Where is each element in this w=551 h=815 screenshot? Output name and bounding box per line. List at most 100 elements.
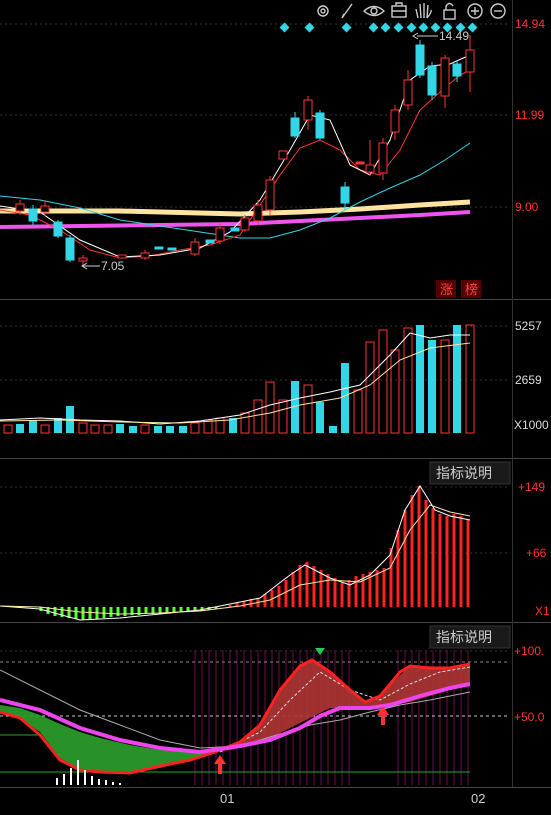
volume-bar (129, 426, 137, 433)
volume-bar (465, 324, 475, 434)
volume-bar (416, 325, 424, 433)
ma-30-line (0, 142, 471, 239)
candle (240, 217, 250, 231)
candle (140, 252, 150, 259)
volume-bar (378, 329, 388, 434)
kdj-white-bars (56, 760, 121, 785)
kdj-d-line (0, 682, 471, 755)
candle (452, 63, 462, 77)
candle (440, 57, 450, 97)
macd-histogram (39, 486, 470, 620)
price-axis-label-top: 14.94 (515, 17, 545, 31)
candle (78, 257, 88, 262)
candle (315, 112, 325, 139)
volume-bar (440, 339, 450, 434)
low-price-label: 7.05 (101, 259, 125, 273)
buy-signal-arrow (377, 706, 389, 725)
macd-axis-label-top: +149 (518, 480, 545, 494)
candle (65, 237, 75, 261)
volume-bar (78, 422, 88, 434)
volume-bar (90, 424, 100, 434)
candle (340, 186, 350, 204)
buy-signal-arrow (214, 755, 226, 774)
candle (365, 164, 375, 173)
badge-bang-bg[interactable] (461, 280, 481, 298)
volume-bar (54, 418, 62, 433)
volume-bar (253, 399, 263, 434)
hand-icon[interactable] (415, 3, 432, 19)
briefcase-icon[interactable] (391, 2, 407, 18)
kdj-indicator-button-bg[interactable] (429, 625, 511, 649)
volume-bar (16, 424, 24, 433)
volume-axis-label-unit: X1000 (514, 418, 549, 432)
gear-icon[interactable] (317, 5, 329, 17)
macd-axis-label-mid: +66 (526, 546, 547, 560)
candle (390, 109, 400, 133)
volume-panel: 5257 2659 X1000 (0, 319, 549, 434)
volume-bar (278, 399, 288, 434)
candlesticks (15, 35, 475, 266)
kdj-indicator-button[interactable]: 指标说明 (436, 629, 492, 645)
kdj-dash-line (219, 666, 471, 753)
volume-axis-label-mid: 2659 (515, 373, 542, 387)
badge-zhang-bg[interactable] (436, 280, 456, 298)
volume-bar (428, 340, 436, 433)
volume-bar (303, 384, 313, 434)
zoom-in-icon[interactable] (467, 3, 483, 19)
kdj-axis-label-top: +100. (514, 644, 544, 658)
grid-lines (0, 23, 510, 652)
volume-ma-10-line (0, 342, 471, 424)
volume-bar (316, 402, 324, 433)
candle (215, 227, 225, 242)
candle (378, 142, 388, 174)
volume-ma-5-line (0, 332, 470, 425)
volume-bar (154, 426, 162, 433)
ma-60-line (0, 199, 471, 217)
time-label-01: 01 (220, 791, 234, 806)
kdj-k-line (0, 658, 471, 775)
macd-panel: 指标说明 (0, 461, 550, 621)
ma-120-line (0, 210, 471, 229)
macd-dif-line (0, 485, 471, 621)
candle (205, 239, 215, 244)
ma-5-line (0, 54, 471, 258)
volume-bar (403, 327, 413, 434)
macd-indicator-button[interactable]: 指标说明 (436, 465, 492, 481)
ma-10-line (0, 69, 471, 259)
time-axis: 01 02 (220, 791, 485, 806)
price-panel: 14.49 7.05 涨 榜 14.94 11.99 9.00 (0, 17, 545, 298)
draw-icon[interactable] (341, 3, 353, 19)
volume-bar (29, 420, 37, 433)
candle (230, 227, 240, 232)
candle (253, 204, 263, 222)
candle (28, 208, 38, 222)
volume-bar (329, 426, 337, 433)
candle (403, 79, 413, 106)
volume-bar (190, 422, 200, 434)
volume-bar (3, 424, 13, 434)
lock-icon[interactable] (443, 2, 456, 20)
toolbar (317, 2, 506, 20)
eye-icon[interactable] (362, 5, 386, 17)
candle (40, 205, 50, 213)
volume-bar (341, 363, 349, 433)
candle (290, 117, 300, 137)
panel-separators (0, 0, 551, 788)
volume-bar (179, 426, 187, 433)
volume-bars (3, 324, 475, 434)
volume-bar (453, 325, 461, 433)
candle (117, 254, 127, 259)
kdj-green-fill (0, 705, 210, 773)
volume-bar (265, 381, 275, 434)
macd-indicator-button-bg[interactable] (429, 461, 511, 485)
volume-axis-label-top: 5257 (515, 319, 542, 333)
time-label-02: 02 (471, 791, 485, 806)
volume-bar (365, 341, 375, 434)
badge-zhang[interactable]: 涨 (440, 282, 453, 297)
volume-bar (166, 426, 174, 433)
candle (415, 44, 425, 76)
zoom-out-icon[interactable] (490, 3, 506, 19)
badge-bang[interactable]: 榜 (465, 282, 478, 297)
candle (278, 150, 288, 160)
